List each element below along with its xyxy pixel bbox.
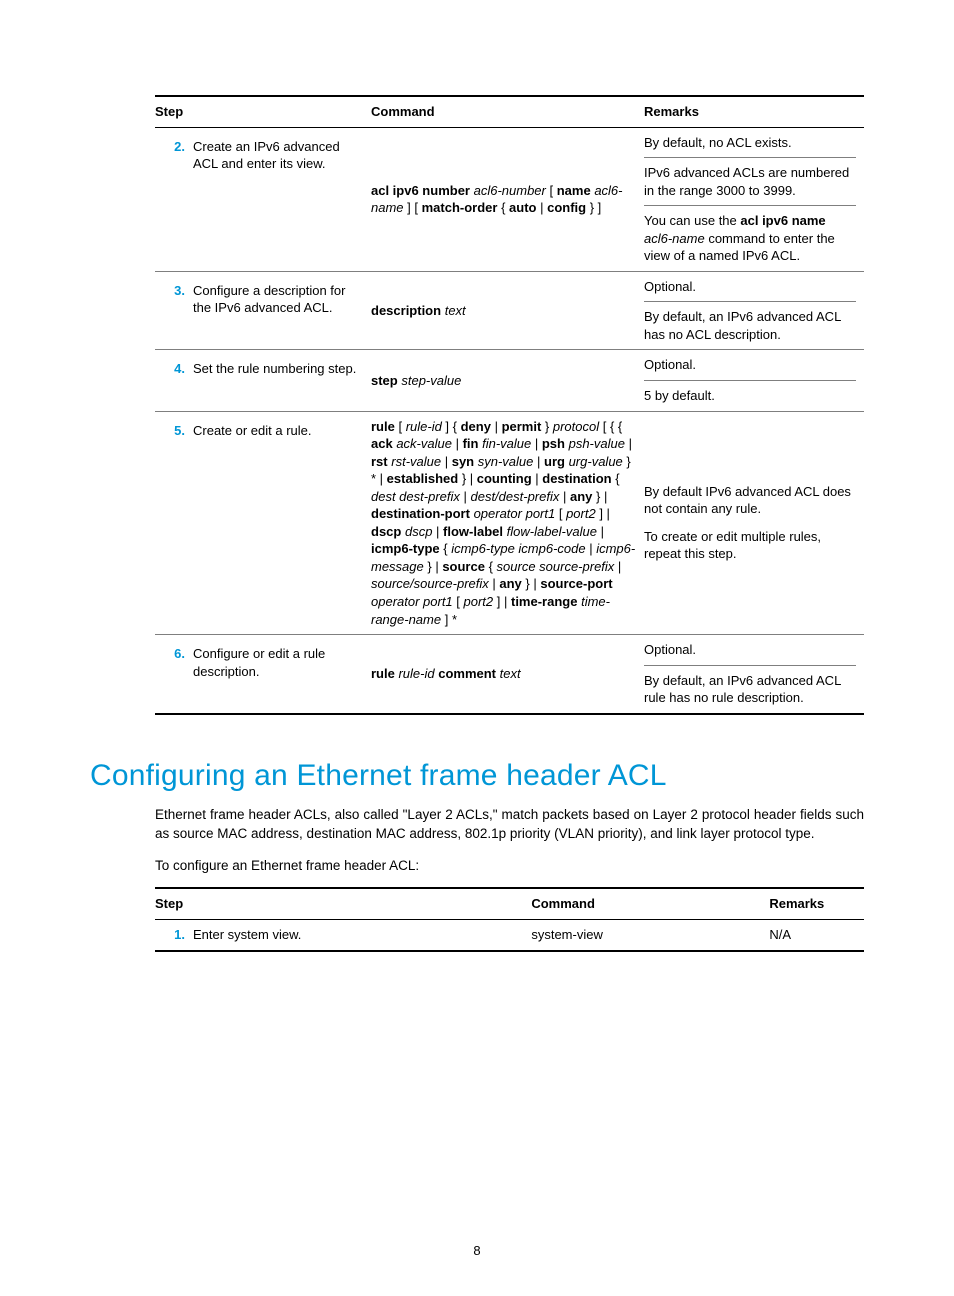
remarks-text: N/A [769,920,864,951]
step-text: Create an IPv6 advanced ACL and enter it… [193,127,371,271]
table-row: 5.Create or edit a rule.rule [ rule-id ]… [155,411,864,635]
step-text: Create or edit a rule. [193,411,371,635]
command-text: step step-value [371,350,644,411]
remarks-text: By default, no ACL exists.IPv6 advanced … [644,127,864,271]
table-row: 1. Enter system view. system-view N/A [155,920,864,951]
command-text: rule rule-id comment text [371,635,644,714]
remarks-text: By default IPv6 advanced ACL does not co… [644,411,864,635]
remarks-text: Optional.By default, an IPv6 advanced AC… [644,271,864,350]
command-text: description text [371,271,644,350]
section-heading: Configuring an Ethernet frame header ACL [90,759,864,793]
step-number: 3. [155,271,193,350]
ipv6-acl-table: Step Command Remarks 2.Create an IPv6 ad… [155,95,864,715]
step-text: Configure a description for the IPv6 adv… [193,271,371,350]
step-number: 6. [155,635,193,714]
ethernet-acl-table: Step Command Remarks 1. Enter system vie… [155,887,864,951]
step-text: Set the rule numbering step. [193,350,371,411]
command-text: acl ipv6 number acl6-number [ name acl6-… [371,127,644,271]
col-command-header: Command [371,96,644,127]
page: Step Command Remarks 2.Create an IPv6 ad… [0,0,954,1296]
table-row: 3.Configure a description for the IPv6 a… [155,271,864,350]
page-number: 8 [0,1243,954,1258]
remarks-text: Optional.5 by default. [644,350,864,411]
remarks-text: Optional.By default, an IPv6 advanced AC… [644,635,864,714]
table-row: 4.Set the rule numbering step.step step-… [155,350,864,411]
intro-paragraph: Ethernet frame header ACLs, also called … [155,805,864,844]
col-command-header: Command [531,888,769,919]
step-number: 2. [155,127,193,271]
table-row: 2.Create an IPv6 advanced ACL and enter … [155,127,864,271]
table-row: 6.Configure or edit a rule description.r… [155,635,864,714]
col-step-header: Step [155,888,531,919]
step-number: 1. [155,920,193,951]
content-area: Step Command Remarks 2.Create an IPv6 ad… [155,95,864,952]
command-text: rule [ rule-id ] { deny | permit } proto… [371,411,644,635]
lead-in-paragraph: To configure an Ethernet frame header AC… [155,856,864,876]
col-step-header: Step [155,96,371,127]
col-remarks-header: Remarks [644,96,864,127]
command-text: system-view [531,920,769,951]
step-number: 4. [155,350,193,411]
step-text: Enter system view. [193,920,531,951]
step-text: Configure or edit a rule description. [193,635,371,714]
col-remarks-header: Remarks [769,888,864,919]
step-number: 5. [155,411,193,635]
